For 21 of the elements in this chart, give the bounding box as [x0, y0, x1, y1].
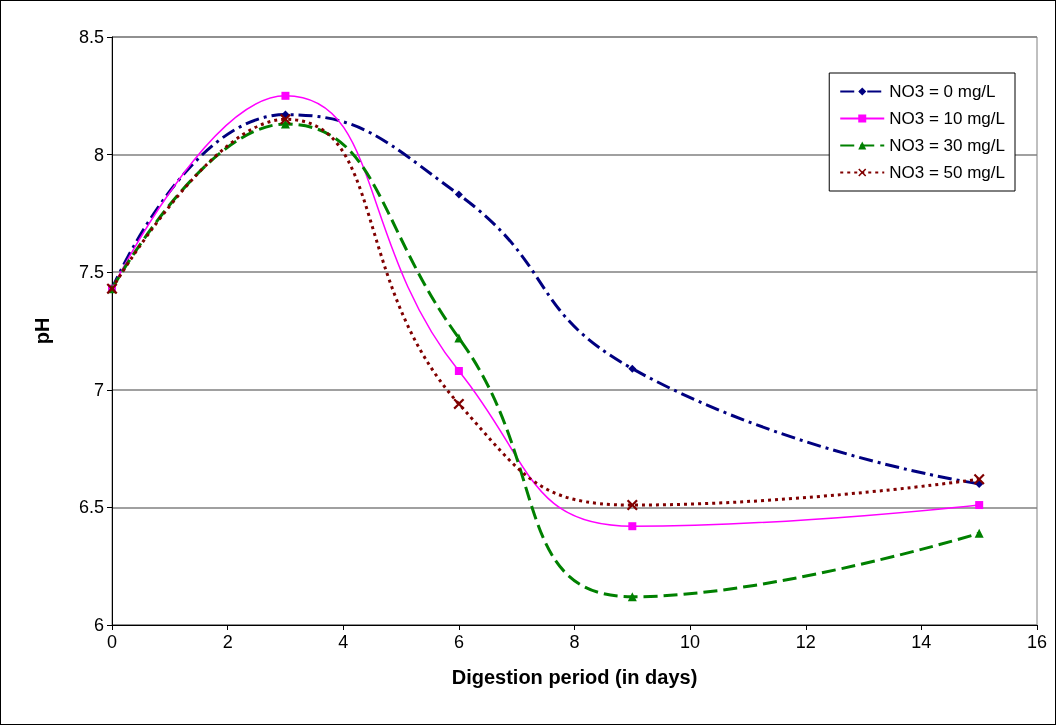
legend-label: NO3 = 30 mg/L: [889, 136, 1006, 155]
x-axis-title: Digestion period (in days): [451, 666, 698, 688]
x-tick-label: 6: [453, 632, 464, 652]
y-tick-label: 8: [93, 144, 104, 165]
x-tick-label: 4: [338, 632, 349, 652]
legend-label: NO3 = 10 mg/L: [889, 109, 1006, 128]
legend-label: NO3 = 0 mg/L: [889, 82, 996, 101]
y-tick-label: 6.5: [78, 497, 104, 518]
y-tick-label: 7.5: [78, 262, 104, 283]
legend-label: NO3 = 50 mg/L: [889, 163, 1006, 182]
x-tick-label: 8: [569, 632, 580, 652]
x-tick-label: 0: [106, 632, 118, 652]
y-tick-label: 6: [93, 615, 104, 635]
x-tick-label: 14: [911, 632, 932, 652]
y-tick-label: 8.5: [78, 27, 104, 47]
y-axis-title: pH: [31, 317, 53, 345]
x-tick-label: 10: [680, 632, 701, 652]
y-tick-label: 7: [93, 379, 104, 400]
x-tick-label: 12: [795, 632, 816, 652]
x-tick-label: 2: [222, 632, 233, 652]
x-tick-label: 16: [1026, 632, 1048, 652]
